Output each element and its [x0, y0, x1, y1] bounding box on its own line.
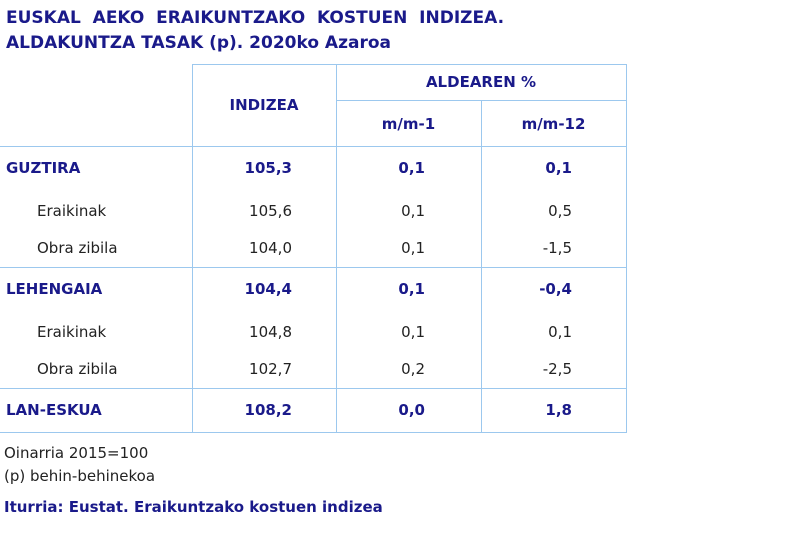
row-value: -1,5 [542, 239, 572, 257]
group-label: LEHENGAIA [6, 280, 103, 298]
title-line: EUSKAL AEKO ERAIKUNTZAKO KOSTUEN INDIZEA… [6, 8, 505, 28]
title-line: ALDAKUNTZA TASAK (p). 2020ko Azaroa [6, 33, 391, 53]
row-value: 0,1 [401, 323, 425, 341]
column-group-header: ALDEAREN % [425, 73, 537, 91]
group-value: 104,4 [244, 280, 292, 298]
group-value: -0,4 [539, 280, 572, 298]
row-value: 0,5 [548, 202, 572, 220]
group-value: 0,0 [398, 401, 425, 419]
table-border [0, 267, 626, 268]
table-border [336, 64, 337, 433]
row-value: 105,6 [249, 202, 292, 220]
row-value: -2,5 [542, 360, 572, 378]
group-value: 1,8 [545, 401, 572, 419]
footnote: (p) behin-behinekoa [4, 467, 156, 485]
table-border [481, 100, 482, 433]
group-value: 0,1 [398, 159, 425, 177]
table-border [0, 432, 626, 433]
source: Iturria: Eustat. Eraikuntzako kostuen in… [4, 498, 383, 516]
table-border [192, 64, 626, 65]
table-border [626, 64, 627, 433]
table-border [0, 388, 626, 389]
column-header: INDIZEA [229, 96, 299, 114]
group-value: 105,3 [244, 159, 292, 177]
footnote: Oinarria 2015=100 [4, 444, 149, 462]
column-header: m/m-1 [381, 115, 436, 133]
group-value: 0,1 [545, 159, 572, 177]
row-label: Obra zibila [37, 360, 118, 378]
row-label: Eraikinak [37, 323, 107, 341]
row-label: Obra zibila [37, 239, 118, 257]
column-header: m/m-12 [521, 115, 586, 133]
row-value: 0,1 [548, 323, 572, 341]
group-label: GUZTIRA [6, 159, 81, 177]
row-value: 0,1 [401, 239, 425, 257]
row-label: Eraikinak [37, 202, 107, 220]
table-border [192, 64, 193, 433]
row-value: 102,7 [249, 360, 292, 378]
group-value: 0,1 [398, 280, 425, 298]
row-value: 0,1 [401, 202, 425, 220]
group-value: 108,2 [244, 401, 292, 419]
row-value: 0,2 [401, 360, 425, 378]
row-value: 104,8 [249, 323, 292, 341]
group-label: LAN-ESKUA [6, 401, 102, 419]
row-value: 104,0 [249, 239, 292, 257]
table-border [0, 146, 626, 147]
